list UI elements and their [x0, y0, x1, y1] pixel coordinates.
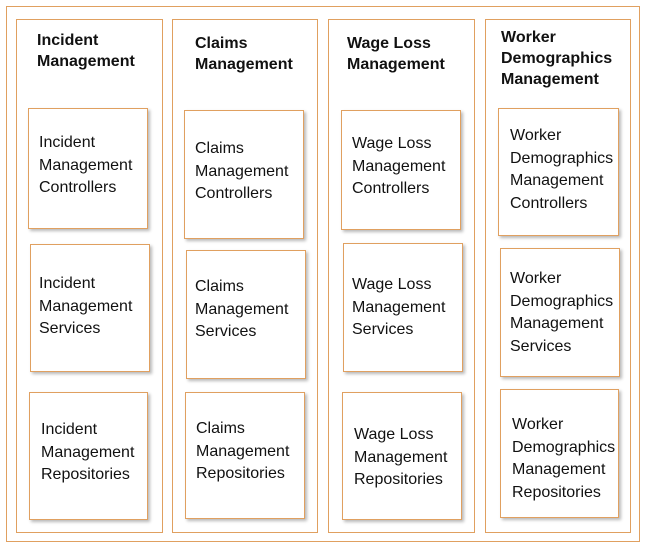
box-incident-management-controllers	[28, 108, 148, 229]
box-wage-loss-management-controllers	[341, 110, 461, 230]
label-incident-management-repositories: Incident Management Repositories	[41, 421, 135, 483]
label-claims-management-repositories: Claims Management Repositories	[196, 420, 290, 482]
box-claims-management-services	[186, 250, 306, 379]
box-claims-management-repositories	[185, 392, 305, 519]
column-title-worker-demographics-management: Worker Demographics Management	[501, 29, 613, 88]
box-worker-demographics-management-controllers	[498, 108, 619, 236]
label-worker-demographics-management-controllers: Worker Demographics Management Controlle…	[510, 127, 614, 212]
architecture-diagram-frame	[6, 6, 640, 542]
label-wage-loss-management-services: Wage Loss Management Services	[352, 276, 446, 338]
box-incident-management-repositories	[29, 392, 148, 520]
box-wage-loss-management-repositories	[342, 392, 462, 520]
label-worker-demographics-management-services: Worker Demographics Management Services	[510, 270, 614, 355]
box-incident-management-services	[30, 244, 150, 372]
column-title-wage-loss-management: Wage Loss Management	[347, 35, 445, 73]
label-wage-loss-management-controllers: Wage Loss Management Controllers	[352, 135, 446, 197]
label-claims-management-services: Claims Management Services	[195, 278, 289, 340]
label-claims-management-controllers: Claims Management Controllers	[195, 140, 289, 202]
label-wage-loss-management-repositories: Wage Loss Management Repositories	[354, 426, 448, 488]
label-worker-demographics-management-repositories: Worker Demographics Management Repositor…	[512, 416, 616, 501]
box-wage-loss-management-services	[343, 243, 463, 372]
label-incident-management-controllers: Incident Management Controllers	[39, 134, 133, 196]
column-title-claims-management: Claims Management	[195, 35, 293, 73]
box-claims-management-controllers	[184, 110, 304, 239]
column-title-incident-management: Incident Management	[37, 32, 135, 70]
box-worker-demographics-management-services	[500, 248, 620, 377]
box-worker-demographics-management-repositories	[500, 389, 619, 518]
label-incident-management-services: Incident Management Services	[39, 275, 133, 337]
